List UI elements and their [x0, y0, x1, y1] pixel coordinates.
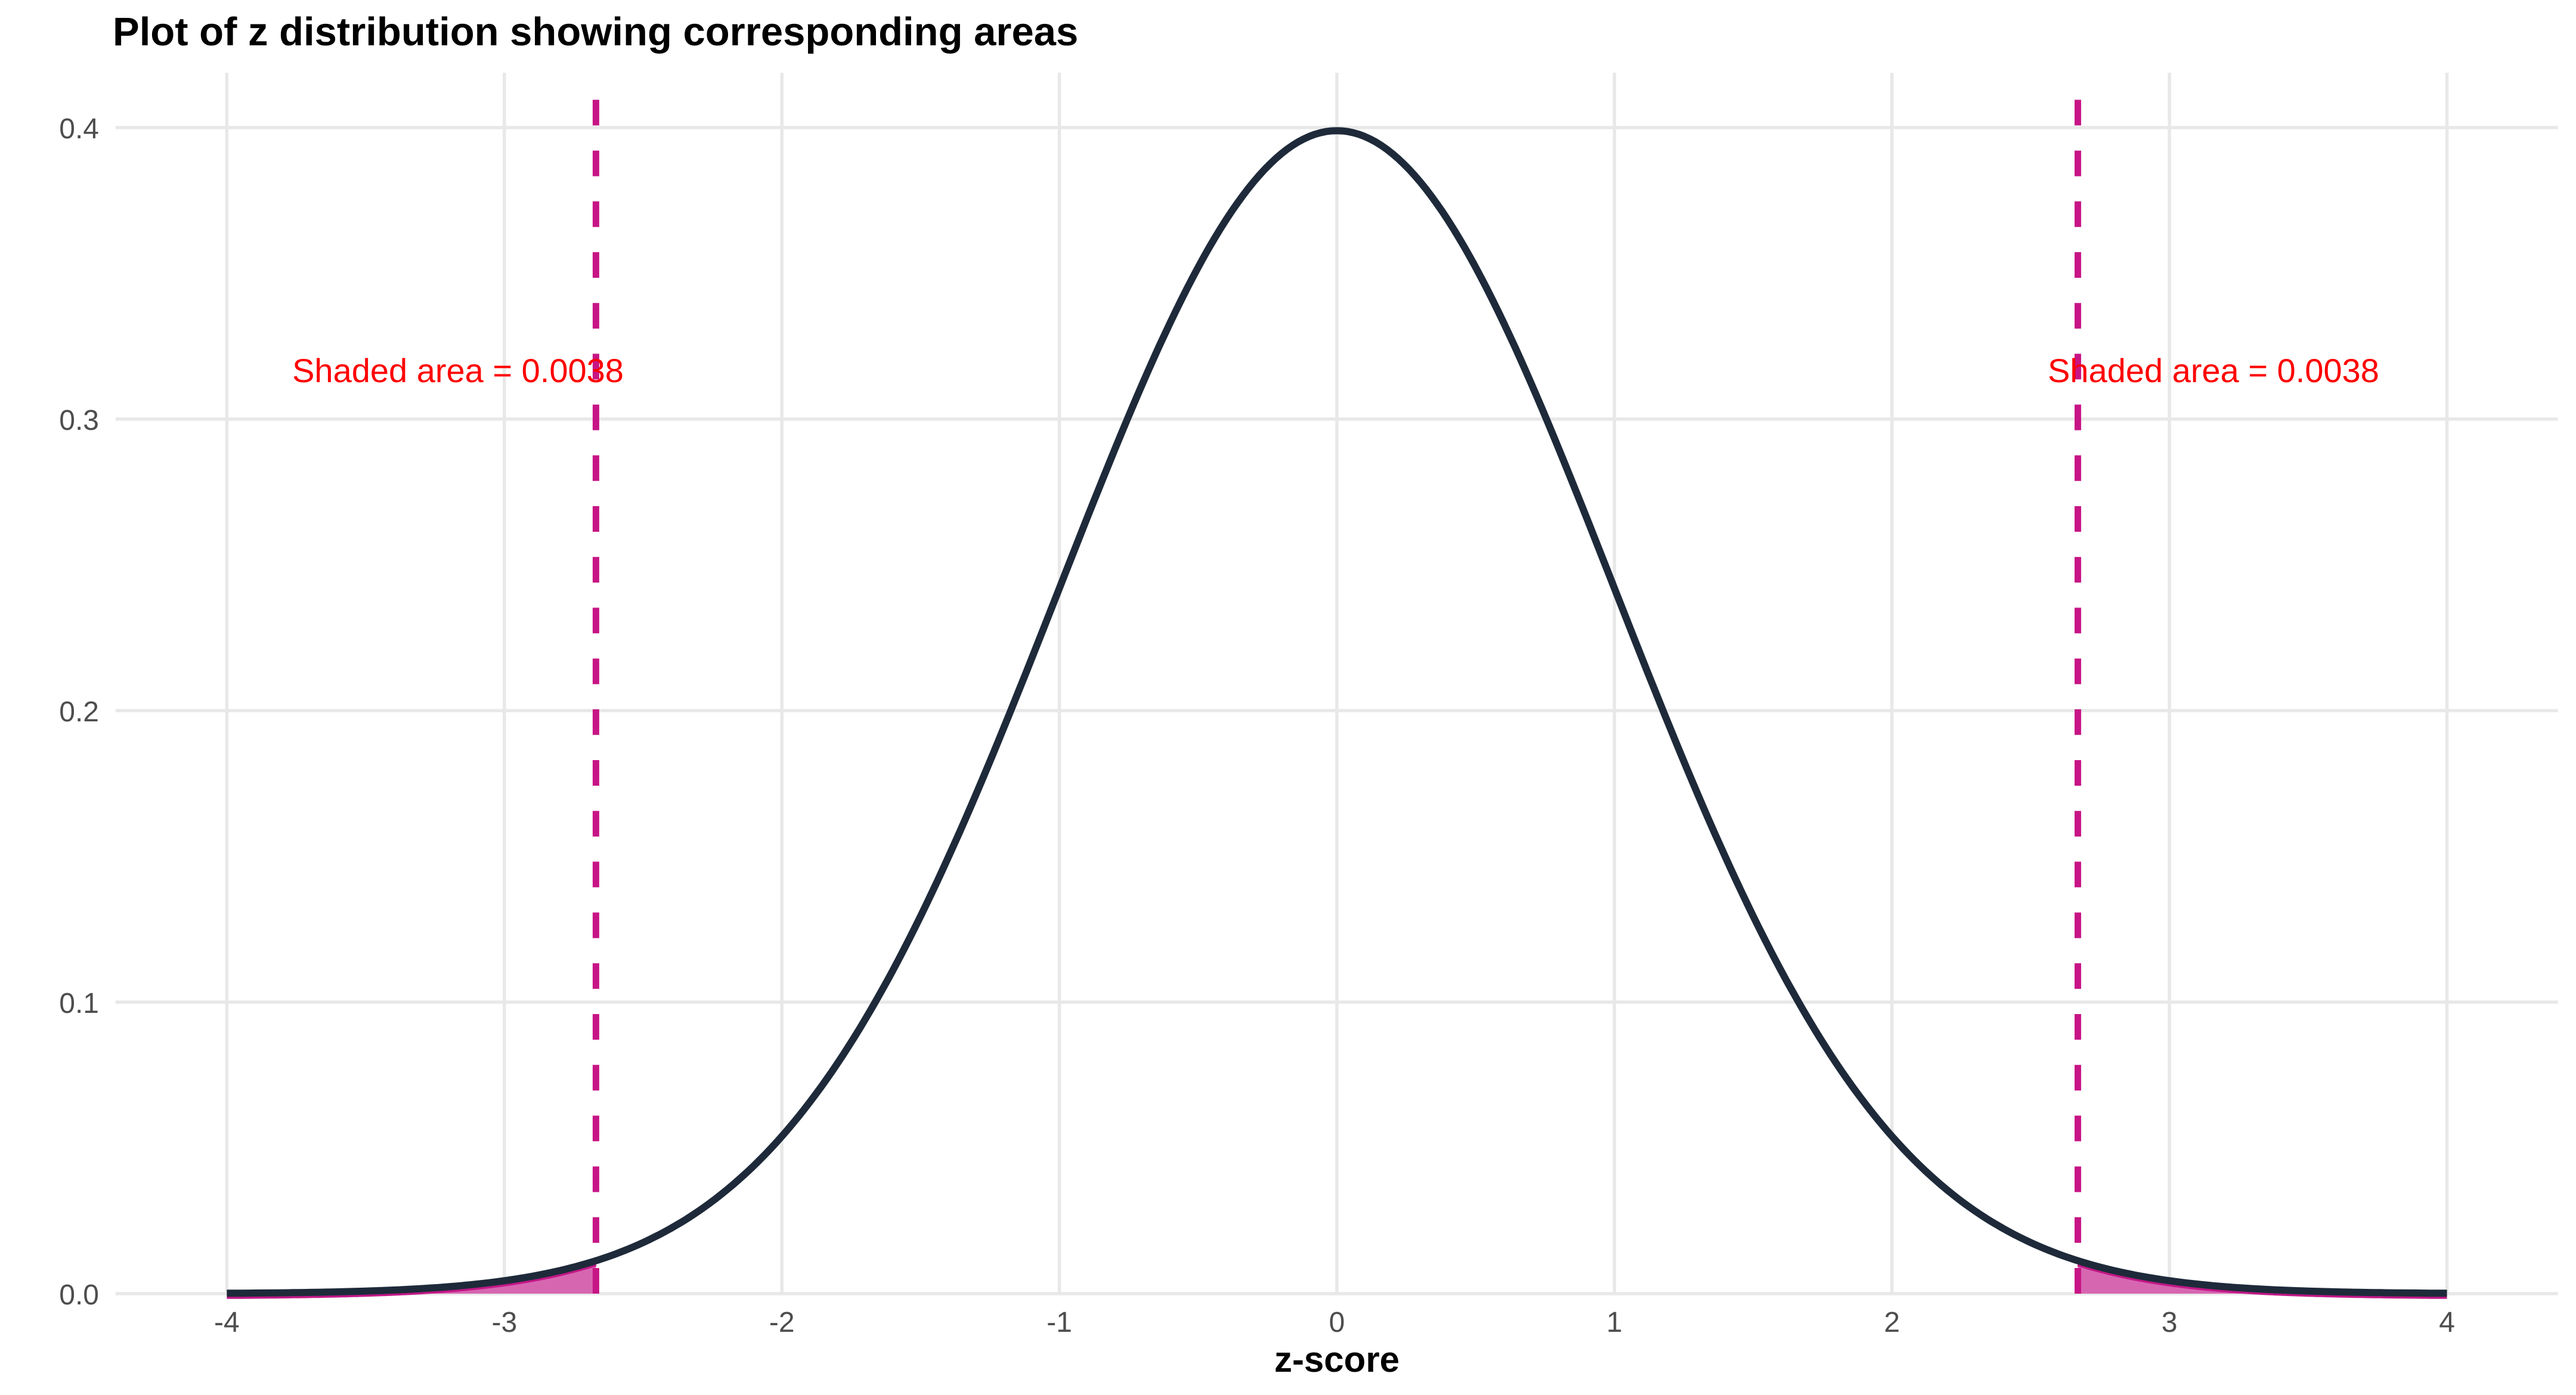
- svg-text:0: 0: [1329, 1307, 1345, 1338]
- svg-text:0.2: 0.2: [59, 696, 99, 728]
- svg-text:1: 1: [1606, 1307, 1623, 1338]
- svg-text:-4: -4: [214, 1307, 240, 1338]
- svg-text:2: 2: [1884, 1307, 1900, 1338]
- svg-text:0.1: 0.1: [59, 988, 99, 1019]
- svg-text:3: 3: [2162, 1307, 2178, 1338]
- svg-text:Plot of z distribution showing: Plot of z distribution showing correspon…: [113, 10, 1078, 54]
- svg-text:0.0: 0.0: [59, 1279, 99, 1311]
- svg-text:Shaded area = 0.0038: Shaded area = 0.0038: [2048, 352, 2379, 389]
- svg-text:0.3: 0.3: [59, 405, 99, 436]
- svg-text:-1: -1: [1046, 1307, 1072, 1338]
- svg-text:0.4: 0.4: [59, 113, 99, 145]
- svg-text:z-score: z-score: [1274, 1340, 1400, 1380]
- svg-text:4: 4: [2439, 1307, 2455, 1338]
- svg-text:-2: -2: [769, 1307, 795, 1338]
- svg-text:-3: -3: [491, 1307, 517, 1338]
- svg-text:Shaded area = 0.0038: Shaded area = 0.0038: [292, 352, 624, 389]
